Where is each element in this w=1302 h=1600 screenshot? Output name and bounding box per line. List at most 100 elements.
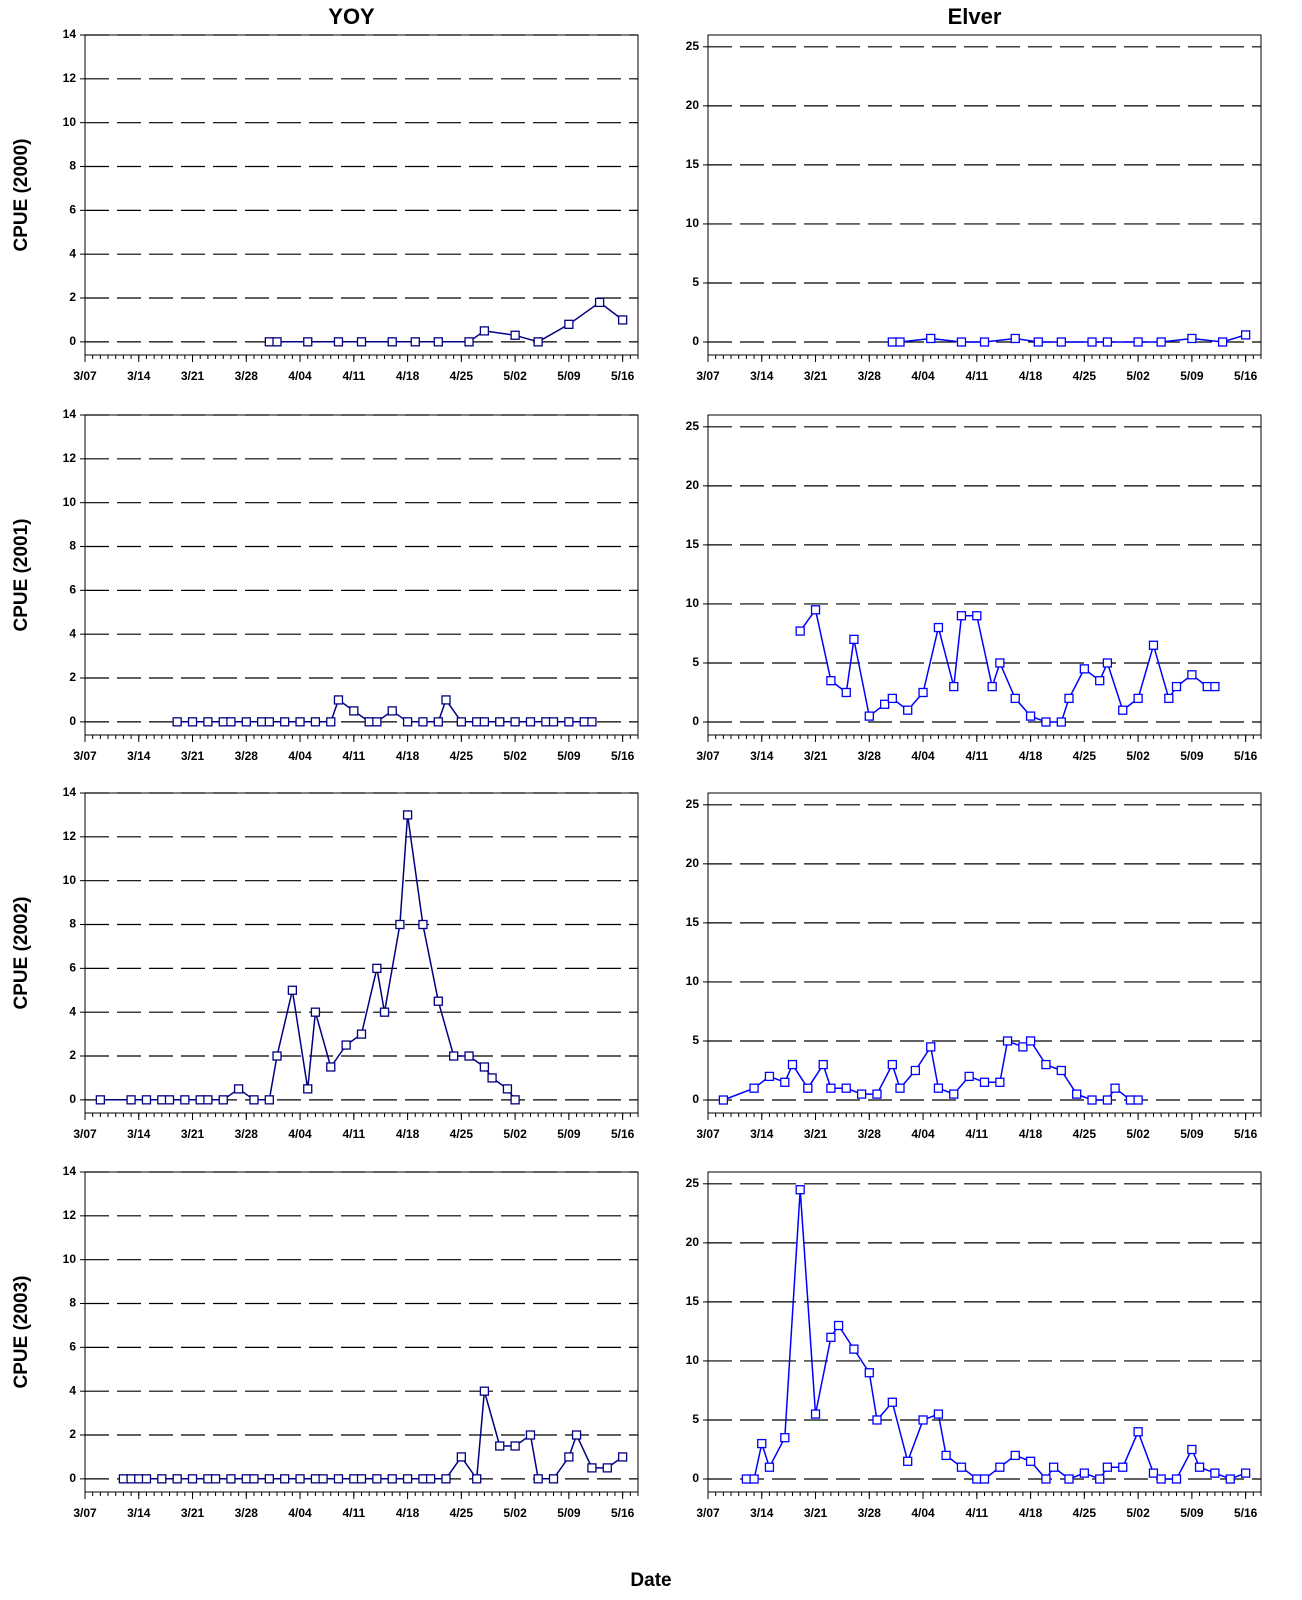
y-tick-label: 4: [69, 626, 76, 640]
data-point: [402, 810, 413, 820]
data-point: [1072, 1089, 1082, 1099]
x-tick-label: 3/14: [127, 1506, 151, 1520]
data-point: [264, 717, 274, 727]
data-point: [1240, 1468, 1251, 1478]
y-tick-label: 20: [686, 478, 700, 492]
y-tick-label: 10: [63, 873, 77, 887]
y-axis-label: CPUE (2003): [11, 1276, 32, 1389]
data-point: [226, 717, 236, 727]
data-point: [356, 337, 367, 347]
panel-title: Elver: [948, 4, 1002, 29]
data-point: [272, 1051, 282, 1061]
x-tick-label: 5/16: [611, 369, 635, 383]
data-point: [856, 1089, 867, 1099]
data-point: [1095, 1474, 1105, 1484]
data-point: [587, 1463, 597, 1473]
data-point: [602, 1463, 612, 1473]
data-point: [525, 1430, 536, 1440]
data-point: [487, 1073, 497, 1083]
data-point: [887, 337, 897, 347]
data-point: [264, 337, 274, 347]
data-point: [995, 658, 1005, 668]
x-tick-label: 4/25: [1073, 369, 1097, 383]
data-point: [587, 717, 597, 727]
data-point: [1210, 681, 1220, 692]
y-tick-label: 10: [63, 495, 77, 509]
data-point: [495, 1441, 505, 1451]
x-tick-label: 4/18: [396, 1127, 420, 1141]
data-point: [571, 1430, 582, 1440]
x-tick-label: 4/04: [288, 369, 312, 383]
data-point: [949, 1089, 959, 1099]
y-tick-label: 25: [686, 797, 700, 811]
data-point: [295, 1474, 305, 1484]
data-point: [1156, 337, 1166, 347]
data-point: [749, 1083, 759, 1093]
data-point: [918, 1415, 928, 1425]
x-tick-label: 4/25: [450, 1127, 474, 1141]
x-tick-label: 3/14: [750, 749, 774, 763]
data-point: [1079, 1468, 1089, 1478]
data-point: [1110, 1083, 1120, 1093]
data-point: [249, 1095, 259, 1105]
data-point: [141, 1474, 152, 1484]
x-tick-label: 4/25: [1073, 749, 1097, 763]
x-tick-label: 3/28: [858, 749, 882, 763]
plot-frame: [707, 34, 1262, 356]
data-point: [933, 1083, 944, 1093]
data-point: [187, 1474, 198, 1484]
data-point: [464, 337, 474, 347]
data-point: [1210, 1468, 1220, 1478]
x-tick-label: 3/21: [181, 1506, 205, 1520]
x-tick-label: 4/04: [288, 749, 312, 763]
x-tick-label: 4/11: [965, 1127, 988, 1141]
data-point: [956, 337, 967, 347]
data-point: [933, 1409, 944, 1419]
data-point: [303, 1084, 313, 1094]
x-tick-label: 5/09: [557, 749, 581, 763]
data-point: [1102, 658, 1113, 668]
data-point: [510, 1095, 520, 1105]
x-tick-label: 3/07: [696, 1506, 720, 1520]
data-point: [372, 1474, 382, 1484]
y-tick-label: 20: [686, 98, 700, 112]
data-point: [479, 326, 490, 336]
x-tick-label: 3/14: [750, 369, 774, 383]
data-point: [987, 681, 997, 692]
y-tick-label: 0: [69, 1092, 76, 1106]
data-point: [479, 1386, 490, 1396]
data-point: [510, 1441, 520, 1451]
data-point: [972, 611, 982, 621]
data-point: [1164, 693, 1174, 704]
x-tick-label: 4/18: [396, 369, 420, 383]
data-point: [741, 1474, 752, 1484]
data-point: [1056, 717, 1066, 727]
data-point: [356, 1029, 367, 1039]
x-tick-label: 4/25: [1073, 1127, 1097, 1141]
y-tick-label: 15: [686, 915, 700, 929]
data-point: [1240, 330, 1251, 340]
x-tick-label: 5/16: [1234, 1127, 1258, 1141]
x-tick-label: 3/21: [804, 1506, 828, 1520]
data-point: [203, 1095, 213, 1105]
data-point: [95, 1095, 106, 1105]
data-point: [841, 1083, 851, 1093]
data-point: [818, 1059, 828, 1070]
data-point: [1018, 1042, 1028, 1052]
x-tick-label: 4/18: [396, 1506, 420, 1520]
data-point: [326, 1062, 336, 1072]
x-tick-label: 4/18: [1019, 749, 1043, 763]
data-point: [1041, 1474, 1051, 1484]
data-point: [1133, 1427, 1143, 1437]
data-point: [880, 699, 890, 709]
data-point: [1079, 664, 1089, 674]
x-tick-label: 3/14: [127, 369, 151, 383]
data-point: [956, 611, 967, 621]
data-point: [1048, 1462, 1059, 1472]
data-point: [525, 717, 536, 727]
x-tick-label: 5/02: [1126, 1127, 1150, 1141]
y-tick-label: 10: [686, 974, 700, 988]
x-tick-label: 4/04: [911, 749, 935, 763]
data-point: [441, 695, 451, 705]
